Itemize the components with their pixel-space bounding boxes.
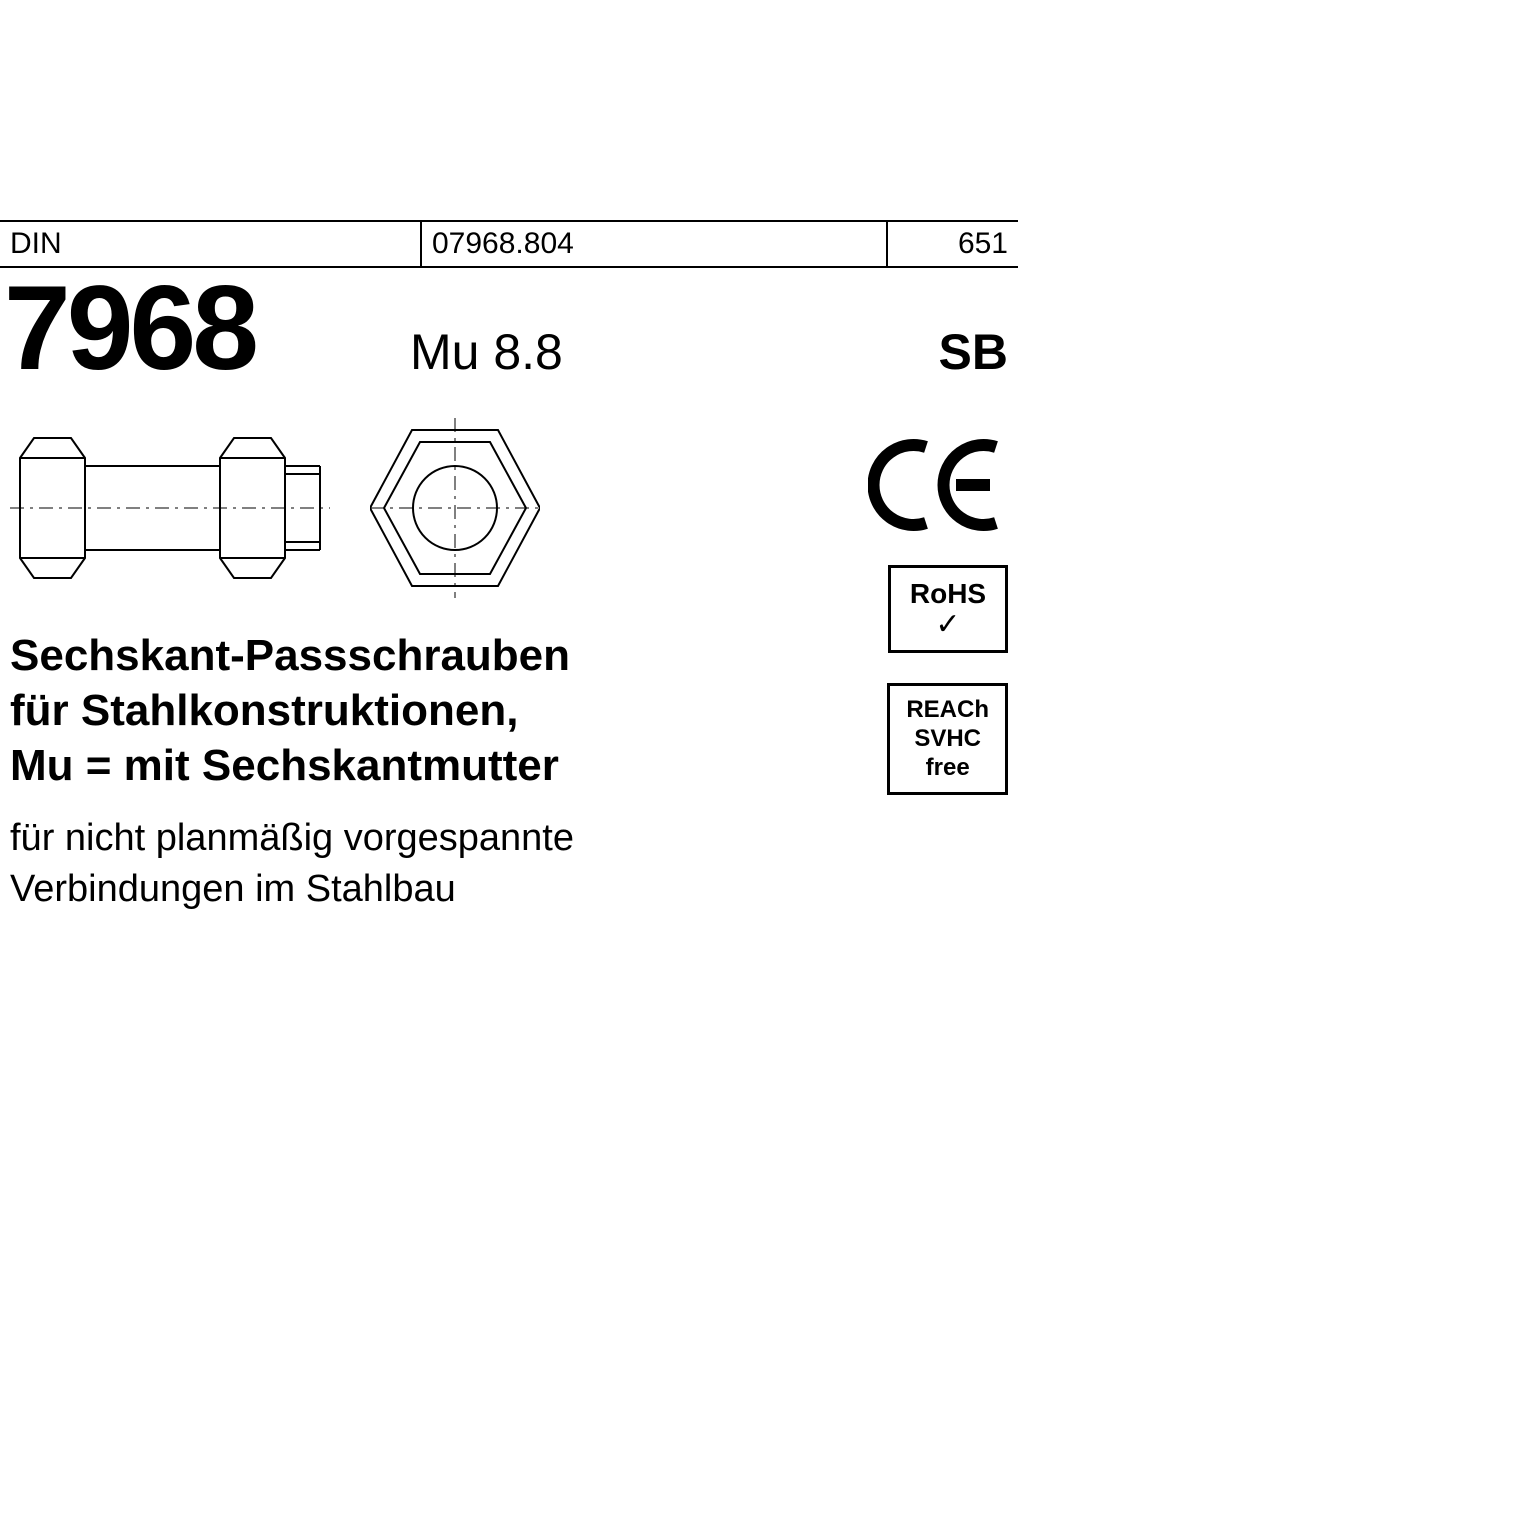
page: DIN 07968.804 651 7968 Mu 8.8 SB <box>0 0 1536 1536</box>
subtitle-line-1: für nicht planmäßig vorgespannte <box>10 813 1018 864</box>
rohs-label: RoHS <box>907 578 989 610</box>
product-subtitle: für nicht planmäßig vorgespannte Verbind… <box>0 813 1018 916</box>
reach-line-2: SVHC <box>906 725 989 754</box>
standard-number: 7968 <box>0 268 410 388</box>
bolt-front-view <box>370 418 540 598</box>
reach-line-1: REACh <box>906 696 989 725</box>
subtitle-line-2: Verbindungen im Stahlbau <box>10 864 1018 915</box>
ce-mark-icon <box>868 435 1008 535</box>
compliance-badges: RoHS ✓ REACh SVHC free <box>868 435 1008 795</box>
title-line-2: für Stahlkonstruktionen, <box>10 683 1018 738</box>
title-row: 7968 Mu 8.8 SB <box>0 268 1018 388</box>
sb-mark: SB <box>939 313 1018 381</box>
technical-drawing <box>0 418 1018 598</box>
product-title: Sechskant-Passschrauben für Stahlkonstru… <box>0 628 1018 793</box>
datasheet-content: DIN 07968.804 651 7968 Mu 8.8 SB <box>0 220 1018 916</box>
header-standard: DIN <box>0 222 422 266</box>
bolt-side-view <box>10 418 330 598</box>
title-line-3: Mu = mit Sechskantmutter <box>10 738 1018 793</box>
header-code: 07968.804 <box>422 222 888 266</box>
material-grade: Mu 8.8 <box>410 313 563 381</box>
title-line-1: Sechskant-Passschrauben <box>10 628 1018 683</box>
reach-badge: REACh SVHC free <box>887 683 1008 795</box>
rohs-badge: RoHS ✓ <box>888 565 1008 653</box>
header-page: 651 <box>888 222 1018 266</box>
check-icon: ✓ <box>907 610 989 640</box>
reach-line-3: free <box>906 754 989 783</box>
